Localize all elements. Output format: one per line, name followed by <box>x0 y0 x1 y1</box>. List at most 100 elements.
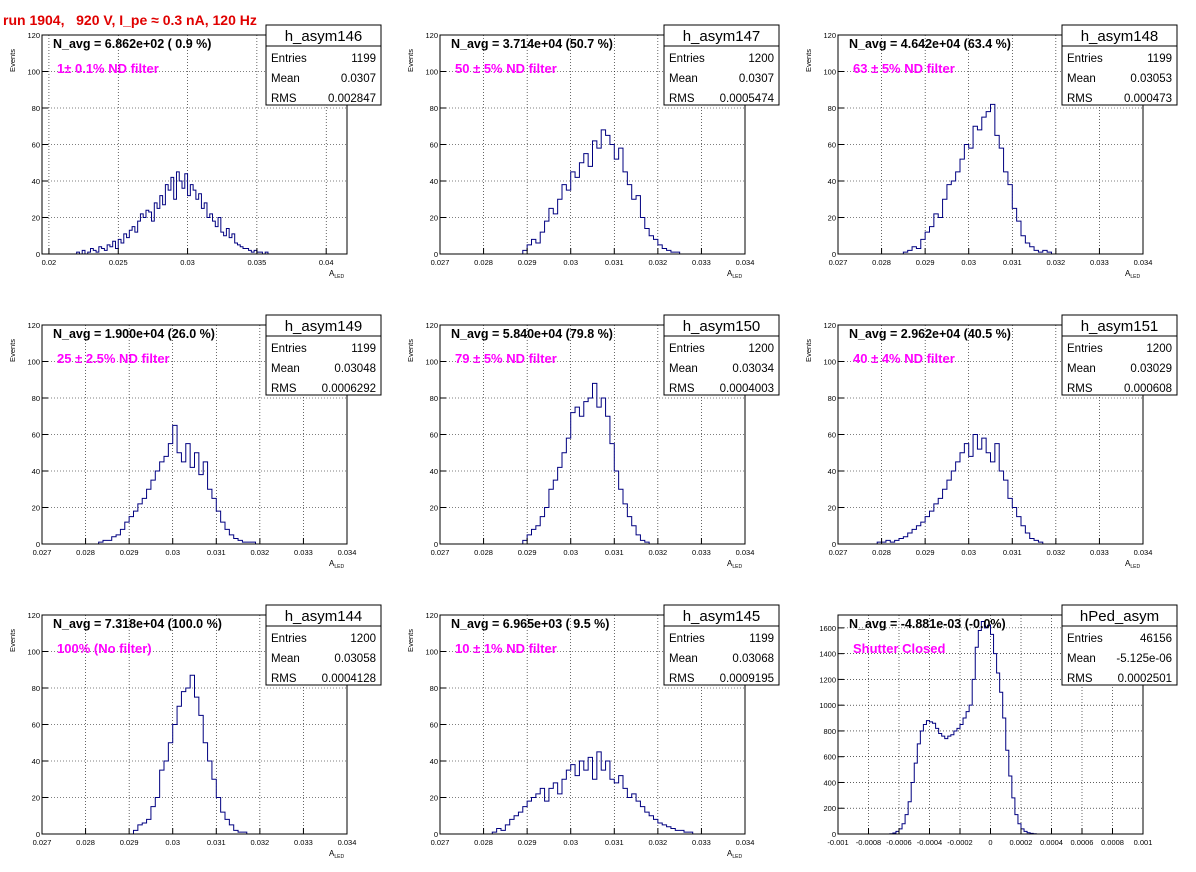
x-tick-label: 0.034 <box>736 258 755 267</box>
x-tick-label: 0.028 <box>474 258 493 267</box>
x-tick-label: 0.029 <box>518 838 537 847</box>
stats-value: 0.0005474 <box>720 93 775 105</box>
stats-value: 1200 <box>1146 343 1172 355</box>
x-tick-label: 0.028 <box>872 258 891 267</box>
x-tick-label: 0.03 <box>563 258 578 267</box>
x-tick-label: 0.027 <box>431 258 450 267</box>
x-tick-label: -0.001 <box>827 838 848 847</box>
x-tick-label: 0.027 <box>431 838 450 847</box>
y-tick-label: 40 <box>32 467 40 476</box>
y-tick-label: 60 <box>32 721 40 730</box>
histogram-panel-h_asym149: 0.027 0.028 0.029 0.03 0.031 0.032 0.033 0.034 0… <box>8 314 382 570</box>
y-axis-label: Events <box>406 339 415 362</box>
histogram-name: hPed_asym <box>1080 608 1159 625</box>
x-tick-label: 0.04 <box>319 258 334 267</box>
stats-key: RMS <box>669 383 695 395</box>
y-tick-label: 120 <box>425 321 438 330</box>
stats-box <box>663 604 780 686</box>
run-title: run 1904, 920 V, I_pe ≈ 0.3 nA, 120 Hz <box>3 12 257 28</box>
y-tick-label: 100 <box>27 358 40 367</box>
y-tick-label: 20 <box>430 214 438 223</box>
x-tick-label: 0.032 <box>250 548 269 557</box>
x-tick-label: 0.035 <box>247 258 266 267</box>
x-tick-label: 0 <box>988 838 992 847</box>
histogram-series <box>522 382 650 544</box>
stats-value: 0.03029 <box>1130 363 1172 375</box>
y-tick-label: 20 <box>32 504 40 513</box>
y-tick-label: 120 <box>27 611 40 620</box>
y-tick-label: 60 <box>828 141 836 150</box>
histogram-panel-h_asym151: 0.027 0.028 0.029 0.03 0.031 0.032 0.033 0.034 0… <box>804 314 1178 570</box>
stats-key: RMS <box>669 93 695 105</box>
histogram-name: h_asym149 <box>285 318 363 335</box>
x-tick-label: 0.03 <box>180 258 195 267</box>
x-axis-label: ALED <box>1125 269 1140 280</box>
navg-label: N_avg = 3.714e+04 (50.7 %) <box>451 37 613 51</box>
y-tick-label: 40 <box>828 467 836 476</box>
histogram-series <box>902 103 1052 254</box>
x-axis-label: ALED <box>329 559 344 570</box>
y-tick-label: 60 <box>828 431 836 440</box>
y-tick-label: 100 <box>823 358 836 367</box>
y-tick-label: 80 <box>430 104 438 113</box>
x-tick-label: 0.0002 <box>1010 838 1033 847</box>
y-tick-label: 40 <box>430 177 438 186</box>
y-tick-label: 20 <box>430 504 438 513</box>
filter-annotation: 10 ± 1% ND filter <box>455 641 557 656</box>
histogram-name: h_asym151 <box>1081 318 1159 335</box>
y-tick-label: 120 <box>27 31 40 40</box>
y-tick-label: 60 <box>430 141 438 150</box>
x-tick-label: 0.034 <box>338 548 357 557</box>
stats-key: Entries <box>271 53 307 65</box>
histogram-panel-h_asym148: 0.027 0.028 0.029 0.03 0.031 0.032 0.033 0.034 0… <box>804 24 1178 280</box>
filter-annotation: 63 ± 5% ND filter <box>853 61 955 76</box>
y-tick-label: 1600 <box>819 624 836 633</box>
stats-key: Mean <box>271 73 300 85</box>
y-tick-label: 120 <box>27 321 40 330</box>
x-tick-label: -0.0008 <box>856 838 881 847</box>
x-axis-label-subscript: LED <box>732 274 742 280</box>
stats-key: Mean <box>271 363 300 375</box>
x-tick-label: 0.027 <box>829 548 848 557</box>
stats-key: Mean <box>271 653 300 665</box>
histogram-series <box>76 171 271 255</box>
x-tick-label: 0.034 <box>1134 258 1153 267</box>
y-axis-label: Events <box>8 49 17 72</box>
stats-value: 0.0009195 <box>720 673 774 685</box>
x-tick-label: 0.03 <box>563 548 578 557</box>
x-axis-label: ALED <box>1125 559 1140 570</box>
y-tick-label: 100 <box>425 648 438 657</box>
y-tick-label: 80 <box>430 684 438 693</box>
histogram-name: h_asym147 <box>683 28 761 45</box>
filter-annotation: 40 ± 4% ND filter <box>853 351 955 366</box>
stats-key: Entries <box>669 53 705 65</box>
y-tick-label: 40 <box>32 177 40 186</box>
stats-key: RMS <box>271 673 297 685</box>
y-tick-label: 20 <box>828 214 836 223</box>
histogram-name: h_asym148 <box>1081 28 1159 45</box>
stats-value: 0.0307 <box>739 73 774 85</box>
y-tick-label: 600 <box>823 753 836 762</box>
y-tick-label: 60 <box>430 431 438 440</box>
y-tick-label: 60 <box>32 431 40 440</box>
histogram-panel-h_asym145: 0.027 0.028 0.029 0.03 0.031 0.032 0.033 0.034 0… <box>406 604 780 860</box>
y-tick-label: 800 <box>823 727 836 736</box>
y-axis-label: Events <box>8 339 17 362</box>
x-tick-label: 0.027 <box>33 838 52 847</box>
navg-label: N_avg = 5.840e+04 (79.8 %) <box>451 327 613 341</box>
stats-key: Mean <box>669 363 698 375</box>
x-tick-label: 0.03 <box>165 838 180 847</box>
stats-key: Entries <box>271 343 307 355</box>
stats-value: 1199 <box>1147 53 1172 65</box>
histogram-name: h_asym150 <box>683 318 761 335</box>
stats-value: 0.0002501 <box>1118 673 1172 685</box>
y-tick-label: 20 <box>32 794 40 803</box>
x-axis-label-subscript: LED <box>334 564 344 570</box>
stats-key: Entries <box>1067 633 1103 645</box>
histogram-panel-h_asym150: 0.027 0.028 0.029 0.03 0.031 0.032 0.033 0.034 0… <box>406 314 780 570</box>
stats-key: Mean <box>669 73 698 85</box>
y-tick-label: 80 <box>32 104 40 113</box>
x-tick-label: 0.031 <box>605 548 624 557</box>
y-tick-label: 60 <box>32 141 40 150</box>
y-axis-label: Events <box>406 49 415 72</box>
